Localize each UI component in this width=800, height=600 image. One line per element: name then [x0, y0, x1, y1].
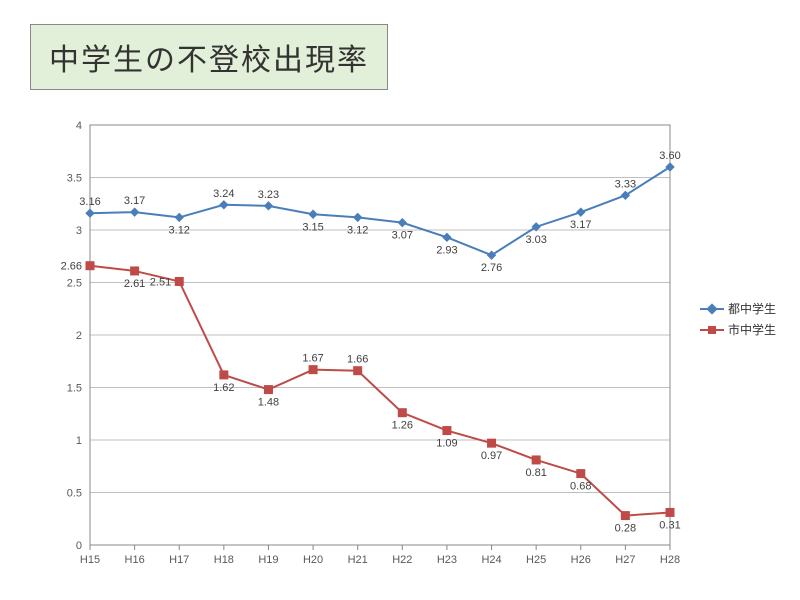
svg-text:H21: H21 [348, 554, 368, 566]
svg-text:1: 1 [76, 435, 82, 447]
svg-text:0.81: 0.81 [525, 467, 546, 479]
legend-line-1 [700, 308, 724, 310]
svg-text:1.67: 1.67 [302, 353, 323, 365]
svg-text:3.17: 3.17 [124, 195, 145, 207]
svg-text:2: 2 [76, 330, 82, 342]
svg-text:1.09: 1.09 [436, 438, 457, 450]
svg-text:H16: H16 [125, 554, 145, 566]
svg-text:3.07: 3.07 [392, 230, 413, 242]
svg-text:1.48: 1.48 [258, 397, 279, 409]
svg-text:3.5: 3.5 [67, 173, 82, 185]
svg-text:3.24: 3.24 [213, 188, 234, 200]
legend-label-2: 市中学生 [728, 321, 776, 338]
svg-text:0.31: 0.31 [659, 519, 680, 531]
legend: 都中学生 市中学生 [700, 300, 776, 342]
square-icon [708, 326, 716, 334]
svg-text:2.93: 2.93 [436, 244, 457, 256]
svg-text:0.5: 0.5 [67, 488, 82, 500]
svg-text:H15: H15 [80, 554, 100, 566]
svg-text:1.66: 1.66 [347, 354, 368, 366]
svg-text:3.33: 3.33 [615, 178, 636, 190]
svg-text:2.51: 2.51 [150, 276, 171, 288]
svg-text:H19: H19 [258, 554, 278, 566]
svg-text:2.5: 2.5 [67, 278, 82, 290]
svg-text:3.12: 3.12 [347, 224, 368, 236]
svg-text:2.76: 2.76 [481, 262, 502, 274]
svg-text:H18: H18 [214, 554, 234, 566]
svg-text:1.62: 1.62 [213, 382, 234, 394]
svg-text:2.66: 2.66 [61, 261, 82, 273]
svg-text:3.12: 3.12 [169, 224, 190, 236]
chart-title: 中学生の不登校出現率 [49, 44, 369, 77]
chart-area: 0 0.5 1 1.5 2 2.5 3 3.5 4 H15 H16 H17 H18 H19 H20 H21 H2… [40, 115, 760, 585]
legend-item-1: 都中学生 [700, 300, 776, 317]
svg-text:3.16: 3.16 [79, 196, 100, 208]
svg-text:H25: H25 [526, 554, 546, 566]
svg-text:3.60: 3.60 [659, 150, 680, 162]
svg-text:3.03: 3.03 [525, 234, 546, 246]
svg-text:1.26: 1.26 [392, 420, 413, 432]
svg-text:0.97: 0.97 [481, 450, 502, 462]
svg-text:3.23: 3.23 [258, 189, 279, 201]
svg-text:H20: H20 [303, 554, 323, 566]
svg-text:H23: H23 [437, 554, 457, 566]
svg-text:3.15: 3.15 [302, 221, 323, 233]
svg-text:3.17: 3.17 [570, 219, 591, 231]
diamond-icon [706, 303, 717, 314]
svg-text:H26: H26 [571, 554, 591, 566]
svg-text:3: 3 [76, 225, 82, 237]
legend-label-1: 都中学生 [728, 300, 776, 317]
legend-item-2: 市中学生 [700, 321, 776, 338]
svg-text:0: 0 [76, 540, 82, 552]
svg-text:H27: H27 [615, 554, 635, 566]
chart-title-box: 中学生の不登校出現率 [30, 24, 388, 90]
svg-text:H17: H17 [169, 554, 189, 566]
chart-svg: 0 0.5 1 1.5 2 2.5 3 3.5 4 H15 H16 H17 H18 H19 H20 H21 H2… [40, 115, 760, 585]
legend-line-2 [700, 329, 724, 331]
svg-text:0.68: 0.68 [570, 481, 591, 493]
svg-text:H24: H24 [481, 554, 501, 566]
svg-text:0.28: 0.28 [615, 523, 636, 535]
svg-text:H22: H22 [392, 554, 412, 566]
svg-text:2.61: 2.61 [124, 278, 145, 290]
svg-text:1.5: 1.5 [67, 383, 82, 395]
svg-text:4: 4 [76, 120, 82, 132]
svg-text:H28: H28 [660, 554, 680, 566]
